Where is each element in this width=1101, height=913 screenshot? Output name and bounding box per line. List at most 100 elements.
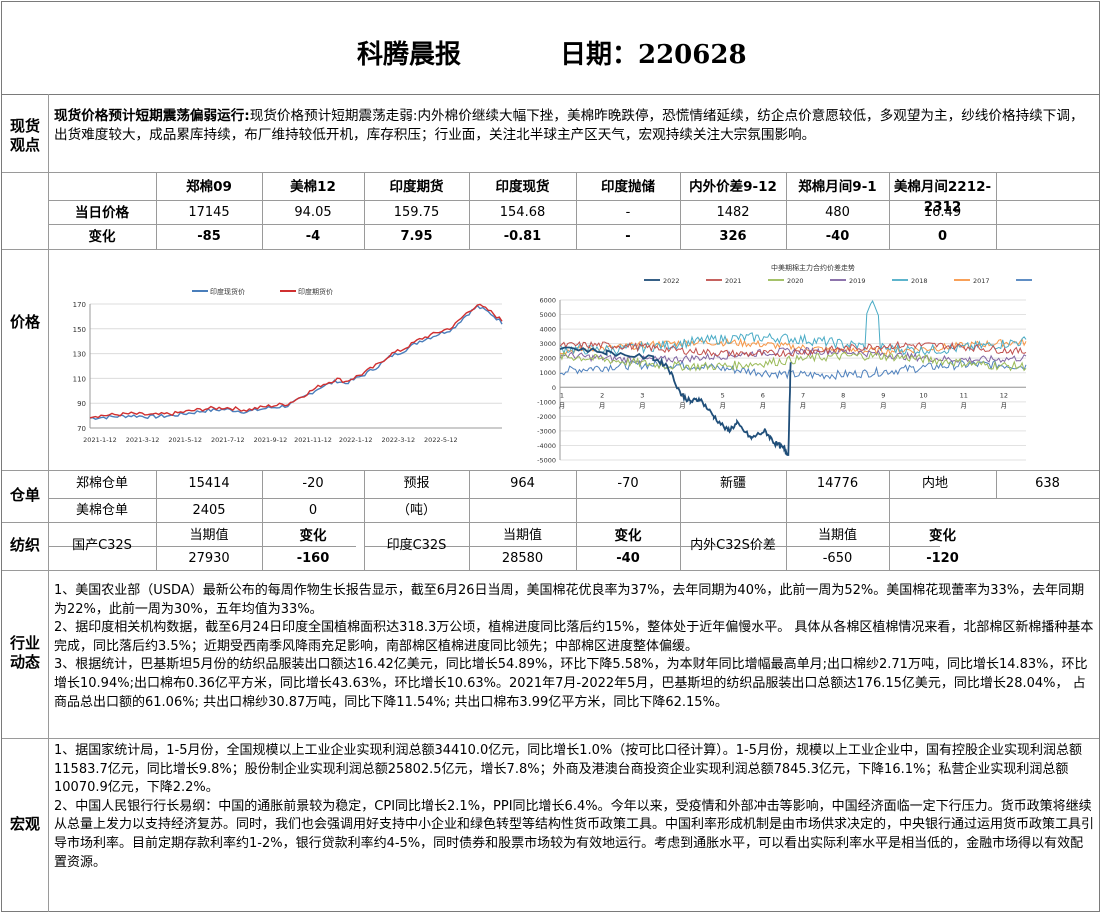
series-line-2019 xyxy=(559,346,1027,365)
macro-news-item-2: 2、中国人民银行行长易纲：中国的通胀前景较为稳定，CPI同比增长2.1%，PPI… xyxy=(54,798,1095,870)
macro-news: 1、据国家统计局，1-5月份，全国规模以上工业企业实现利润总额34410.0亿元… xyxy=(54,742,1094,872)
legend-label-4: 2018 xyxy=(911,277,928,285)
series-line-0 xyxy=(89,304,503,420)
x-tick-label: 2021-1-12 xyxy=(83,436,117,444)
price-value-7: 16.49 xyxy=(923,205,962,220)
price-header-0: 郑棉09 xyxy=(186,179,232,195)
price-row-label-today: 当日价格 xyxy=(75,205,129,221)
warehouse-r1-cell-5: -70 xyxy=(617,476,639,491)
macro-side-label: 宏观 xyxy=(9,815,40,833)
y-tick-label: 150 xyxy=(73,326,86,334)
price-value-3: 154.68 xyxy=(499,205,546,220)
warehouse-side-label: 仓单 xyxy=(9,486,40,504)
x-tick-label: 3 xyxy=(640,391,644,399)
spinning-side-label: 纺织 xyxy=(9,536,40,554)
y-tick-label: 90 xyxy=(77,400,86,408)
warehouse-r1-cell-0: 郑棉仓单 xyxy=(75,476,128,491)
spot-side-label-1: 现货 xyxy=(9,117,40,135)
y-tick-label: 110 xyxy=(73,375,86,383)
price-row-label-change: 变化 xyxy=(88,229,116,245)
price-header-1: 美棉12 xyxy=(290,179,336,195)
spread-chart: 中美期棉主力合约价差走势 2022 2021 2020 2019 2018 2017 2 01 6… xyxy=(537,263,1032,465)
spinning-change-1: -160 xyxy=(296,551,330,566)
y-tick-label: -4000 xyxy=(537,442,556,450)
series-line-2022 xyxy=(559,346,792,457)
price-value-0: 17145 xyxy=(188,205,230,220)
price-change-7: 0 xyxy=(937,229,948,244)
x-tick-label: 2022-5-12 xyxy=(424,436,458,444)
y-tick-label: 4000 xyxy=(539,326,556,334)
spot-view-text: 现货价格预计短期震荡偏弱运行:现货价格预计短期震荡走弱:内外棉价继续大幅下挫，美… xyxy=(54,107,1094,145)
x-tick-unit: 月 xyxy=(1001,401,1008,409)
x-tick-unit: 月 xyxy=(679,401,686,409)
spinning-chg-label-3: 变化 xyxy=(929,528,956,544)
warehouse-r1-cell-7: 14776 xyxy=(816,476,859,491)
warehouse-r2-cell-2: 0 xyxy=(308,503,318,518)
warehouse-r1-cell-3: 预报 xyxy=(403,476,430,491)
price-side-label: 价格 xyxy=(9,313,40,331)
y-tick-label: 130 xyxy=(73,351,86,359)
x-tick-unit: 月 xyxy=(639,401,646,409)
x-tick-unit: 月 xyxy=(960,401,967,409)
warehouse-r1-cell-1: 15414 xyxy=(188,476,230,491)
x-tick-label: 2 xyxy=(600,391,604,399)
spinning-chg-label-2: 变化 xyxy=(614,528,642,544)
chart-title: 中美期棉主力合约价差走势 xyxy=(771,263,855,272)
spinning-change-2: -40 xyxy=(616,551,640,566)
x-tick-label: 8 xyxy=(841,391,845,399)
legend-label-1: 印度期货价 xyxy=(298,287,333,296)
price-change-3: -0.81 xyxy=(503,229,542,244)
x-tick-unit: 月 xyxy=(920,401,927,409)
x-tick-label: 2021-9-12 xyxy=(254,436,288,444)
x-tick-label: 10 xyxy=(919,391,927,399)
legend-label-2: 2020 xyxy=(787,277,804,285)
spot-side-label: 现货 观点 xyxy=(4,117,46,155)
y-tick-label: 6000 xyxy=(539,297,556,305)
y-tick-label: -3000 xyxy=(537,427,556,435)
spinning-chg-label-1: 变化 xyxy=(299,528,327,544)
x-tick-label: 2021-3-12 xyxy=(126,436,160,444)
price-header-3: 印度现货 xyxy=(495,179,550,195)
price-value-6: 480 xyxy=(825,205,850,220)
industry-news-item-1: 1、美国农业部（USDA）最新公布的每周作物生长报告显示，截至6月26日当周，美… xyxy=(54,583,1085,617)
price-change-5: 326 xyxy=(719,229,747,244)
warehouse-r1-cell-9: 638 xyxy=(1035,476,1060,491)
spinning-cur-label-2: 当期值 xyxy=(502,528,542,543)
legend-label-5: 2017 xyxy=(973,277,990,285)
industry-news-item-2: 2、据印度相关机构数据，截至6月24日印度全国植棉面积达318.3万公顷，植棉进… xyxy=(54,620,1094,654)
x-tick-label: 6 xyxy=(761,391,765,399)
series-line-1 xyxy=(89,303,503,419)
y-tick-label: -1000 xyxy=(537,398,556,406)
legend-label-0: 2022 xyxy=(663,277,680,285)
report-date: 日期：220628 xyxy=(560,40,747,70)
legend-label-0: 印度现货价 xyxy=(210,287,245,296)
india-price-chart: 印度现货价 印度期货价 70 90 110 130 150 170 2021-1-12 2021-… xyxy=(73,287,503,444)
x-tick-label: 5 xyxy=(721,391,725,399)
x-tick-unit: 月 xyxy=(559,401,566,409)
price-change-6: -40 xyxy=(825,229,850,244)
x-tick-label: 2022-1-12 xyxy=(339,436,373,444)
legend-label-1: 2021 xyxy=(725,277,742,285)
industry-news: 1、美国农业部（USDA）最新公布的每周作物生长报告显示，截至6月26日当周，美… xyxy=(54,582,1094,712)
warehouse-r1-cell-8: 内地 xyxy=(921,476,948,491)
price-header-7: 美棉月间2212-2312 xyxy=(893,179,992,215)
spinning-cur-label-1: 当期值 xyxy=(189,528,229,543)
x-tick-unit: 月 xyxy=(599,401,606,409)
x-tick-label: 11 xyxy=(960,391,968,399)
y-tick-label: -5000 xyxy=(537,457,556,465)
x-tick-unit: 月 xyxy=(719,401,726,409)
warehouse-r2-cell-1: 2405 xyxy=(192,503,226,518)
y-tick-label: 5000 xyxy=(539,311,556,319)
warehouse-r1-cell-4: 964 xyxy=(510,476,535,491)
report-name: 科腾晨报 xyxy=(357,40,462,70)
spot-view-body: 现货价格预计短期震荡走弱:内外棉价继续大幅下挫，美棉昨晚跌停，恐慌情绪延续，纺企… xyxy=(54,108,1084,144)
price-value-5: 1482 xyxy=(716,205,750,220)
x-tick-unit: 月 xyxy=(840,401,847,409)
spinning-change-3: -120 xyxy=(926,551,959,566)
x-tick-label: 12 xyxy=(1000,391,1008,399)
warehouse-r1-cell-2: -20 xyxy=(302,476,324,491)
y-tick-label: 170 xyxy=(73,301,86,309)
warehouse-r2-cell-0: 美棉仓单 xyxy=(75,503,128,518)
price-value-1: 94.05 xyxy=(294,205,332,220)
y-tick-label: 2000 xyxy=(539,355,556,363)
